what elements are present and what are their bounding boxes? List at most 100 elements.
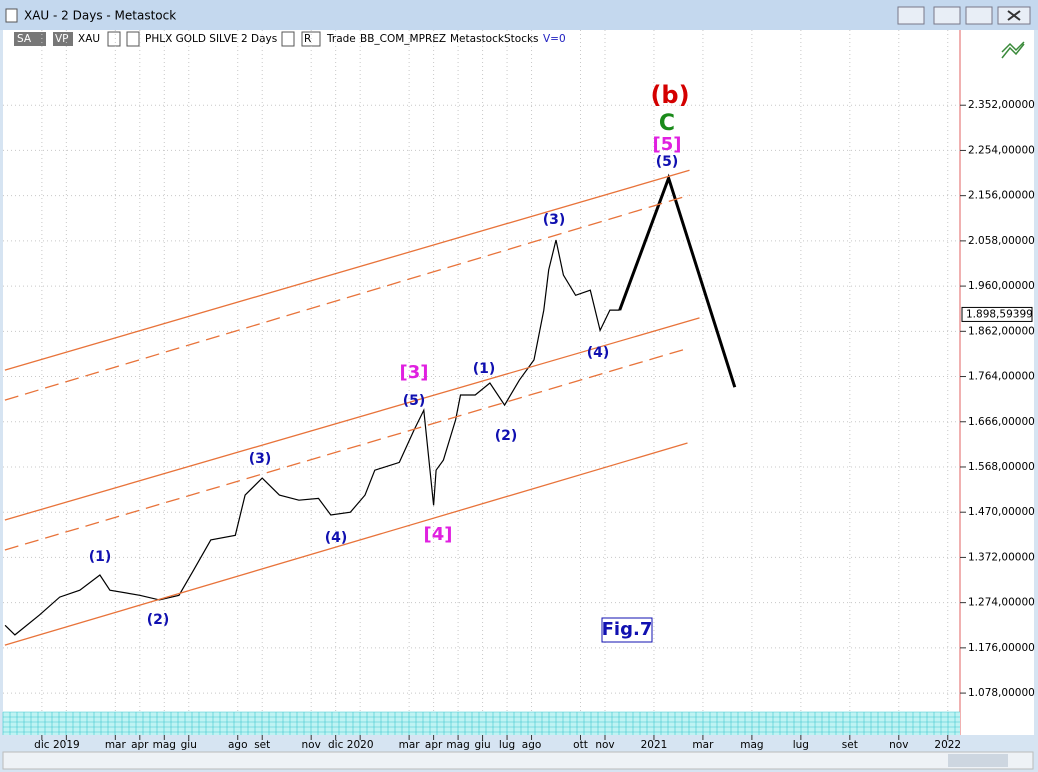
y-tick-label: 1.960,00000 (968, 280, 1035, 292)
series-line (4, 442, 688, 646)
chart: 1.078,00000 1.176,00000 1.274,00000 1.372,0… (3, 30, 1035, 751)
wave-label: (1) (89, 549, 112, 565)
fig-box (601, 617, 653, 643)
toolbar-text: VP (55, 33, 69, 45)
toolbar-text: XAU (78, 33, 100, 45)
axis-panel (960, 30, 1034, 735)
y-tick-label: 1.862,00000 (968, 325, 1035, 337)
x-tick-label: set (254, 739, 270, 751)
scroll-thumb[interactable] (948, 754, 1008, 767)
wave-label: (5) (656, 154, 679, 170)
wave-label: (3) (249, 451, 272, 467)
y-tick-label: 2.156,00000 (968, 190, 1035, 202)
dropdown[interactable] (281, 31, 295, 47)
last-price-label: 1.898,59399 (966, 308, 1033, 320)
toolbar: SA VP XAU PHLX GOLD SILVE 2 Days R Trade… (14, 31, 566, 47)
y-tick-label: 1.666,00000 (968, 416, 1035, 428)
wave-label: (5) (403, 393, 426, 409)
x-tick-label: mag (153, 739, 176, 751)
x-tick-label: ago (228, 739, 248, 751)
last-price-box (961, 306, 1033, 322)
y-tick-label: 1.568,00000 (968, 461, 1035, 473)
title-bar (0, 0, 1038, 30)
doc-icon (5, 8, 18, 23)
series-line (4, 194, 690, 401)
x-tick-label: mar (105, 739, 127, 751)
wave-label: [3] (400, 362, 429, 383)
volume-band (2, 711, 960, 735)
series-line (618, 173, 737, 388)
x-tick-label: ago (522, 739, 542, 751)
x-tick-label: nov (302, 739, 321, 751)
dropdown[interactable] (107, 31, 121, 47)
wave-label: [5] (653, 134, 682, 155)
wave-label: (4) (587, 345, 610, 361)
toolbar-text: SA (17, 33, 32, 45)
band-bg (3, 712, 960, 735)
x-tick-label: dic (328, 739, 344, 751)
series-line (4, 317, 700, 521)
x-tick-label: apr (425, 739, 443, 751)
x-tick-label: dic (34, 739, 50, 751)
series-line (4, 347, 690, 551)
toolbar-text: R (304, 33, 311, 45)
x-tick-label: 2020 (347, 739, 374, 751)
toolbar-button[interactable] (53, 32, 73, 46)
y-tick-label: 2.058,00000 (968, 235, 1035, 247)
x-tick-label: 2019 (53, 739, 80, 751)
scrollbar[interactable] (2, 751, 1034, 770)
button[interactable] (897, 6, 925, 25)
y-tick-label: 1.372,00000 (968, 551, 1035, 563)
x-tick-label: set (842, 739, 858, 751)
close-x (1007, 10, 1021, 21)
wave-label: (b) (650, 81, 689, 109)
minimize[interactable] (933, 6, 961, 25)
toolbar-text: Trade (326, 33, 356, 45)
x-tick-label: ott (573, 739, 588, 751)
maximize[interactable] (965, 6, 993, 25)
series-line (4, 239, 620, 636)
dropdown[interactable] (126, 31, 140, 47)
x-tick-label: nov (595, 739, 614, 751)
y-tick-label: 1.078,00000 (968, 687, 1035, 699)
wave-label: C (659, 111, 675, 136)
x-tick-label: apr (131, 739, 149, 751)
wave-label: [4] (424, 524, 453, 545)
wave-label: (4) (325, 530, 348, 546)
y-tick-label: 2.254,00000 (968, 144, 1035, 156)
x-tick-label: lug (499, 739, 515, 751)
toolbar-text: PHLX GOLD SILVE (145, 33, 238, 45)
window-title: XAU - 2 Days - Metastock (24, 9, 176, 23)
y-tick-label: 1.274,00000 (968, 597, 1035, 609)
x-tick-label: giu (181, 739, 197, 751)
toolbar-text: Metastock (450, 33, 505, 45)
x-tick-label: mag (740, 739, 763, 751)
wave-label: (2) (147, 612, 170, 628)
toolbar-text: Stocks (504, 33, 539, 45)
y-tick-label: 1.470,00000 (968, 506, 1035, 518)
x-tick-label: nov (889, 739, 908, 751)
x-tick-label: giu (474, 739, 490, 751)
x-tick-label: lug (793, 739, 809, 751)
series-line (4, 169, 690, 371)
wave-label: (3) (543, 212, 566, 228)
x-tick-label: mar (692, 739, 714, 751)
y-tick-label: 2.352,00000 (968, 99, 1035, 111)
y-tick-label: 1.176,00000 (968, 642, 1035, 654)
wave-label: (2) (495, 428, 518, 444)
wave-label: (1) (473, 361, 496, 377)
toolbar-text: V=0 (543, 33, 566, 45)
y-tick-label: 1.764,00000 (968, 371, 1035, 383)
x-tick-label: mag (446, 739, 469, 751)
window-buttons[interactable] (897, 6, 1031, 25)
x-tick-label: 2021 (641, 739, 668, 751)
x-tick-label: 2022 (934, 739, 961, 751)
chart-icon[interactable] (1001, 41, 1025, 59)
x-tick-label: mar (399, 739, 421, 751)
toolbar-text: 2 Days (241, 33, 277, 45)
wave-label: Fig.7 (602, 619, 653, 640)
toolbar-text: BB_COM_MPREZ (360, 33, 446, 45)
toolbar-button[interactable] (14, 32, 46, 46)
plot-area (3, 30, 960, 735)
